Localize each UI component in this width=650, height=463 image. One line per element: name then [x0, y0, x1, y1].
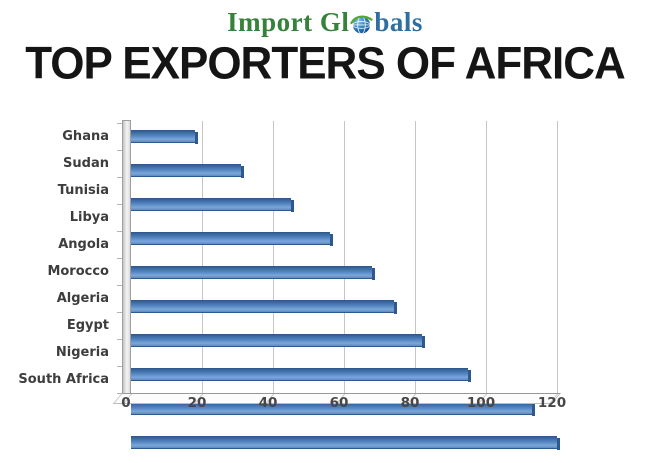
x-tick-label: 100: [466, 394, 496, 411]
globe-icon: [350, 11, 374, 41]
category-label: Algeria: [56, 290, 109, 306]
logo-text-blue: bals: [374, 7, 423, 37]
bar-row: [131, 231, 557, 259]
category-tick: [117, 284, 122, 286]
x-axis: 0 20 40 60 80 100 120: [121, 394, 571, 415]
category-tick: [117, 311, 122, 313]
category-tick: [117, 392, 122, 394]
category-label: Nigeria: [55, 344, 109, 360]
x-tick-label: 120: [537, 394, 567, 411]
x-tick-label: 60: [329, 394, 349, 411]
bar-tunisia: [131, 197, 294, 212]
bar-row: [131, 197, 557, 225]
gridline: [344, 120, 345, 393]
category-label: Angola: [58, 236, 109, 252]
category-axis: Ghana Sudan Tunisia Libya Angola Morocco Alger…: [0, 123, 119, 393]
bar-chart: Ghana Sudan Tunisia Libya Angola Morocco Alger…: [0, 106, 650, 450]
category-tick: [117, 176, 122, 178]
x-tick-label: 40: [258, 394, 278, 411]
category-label: Sudan: [63, 155, 109, 171]
x-tick-label: 80: [400, 394, 420, 411]
category-tick: [117, 122, 122, 124]
x-tick-label: 0: [121, 394, 131, 411]
gridline: [557, 120, 558, 393]
page: Import Gl bals TOP EXPORTERS OF AFRICA G…: [0, 0, 650, 450]
bar-sudan: [131, 163, 245, 178]
category-tick: [117, 230, 122, 232]
bar-row: [131, 265, 557, 293]
bar-row: [131, 333, 557, 361]
category-tick: [117, 149, 122, 151]
bar-row: [131, 435, 560, 463]
category-label: Libya: [69, 209, 109, 225]
gridline: [273, 120, 274, 393]
page-title: TOP EXPORTERS OF AFRICA: [25, 37, 626, 89]
bar-row: [131, 163, 557, 191]
category-label: Egypt: [66, 317, 109, 333]
category-tick: [117, 257, 122, 259]
logo-text-green: Import Gl: [227, 7, 350, 37]
bar-nigeria: [131, 401, 536, 416]
category-tick: [117, 203, 122, 205]
bar-morocco: [131, 299, 397, 314]
category-tick: [117, 338, 122, 340]
gridline: [486, 120, 487, 393]
plot-area: [112, 119, 562, 450]
category-label: Tunisia: [57, 182, 109, 198]
bar-ghana: [131, 129, 198, 144]
bar-south-africa: [131, 435, 560, 450]
axis-wall: [122, 119, 131, 395]
bars: [131, 129, 560, 463]
x-tick-label: 20: [187, 394, 207, 411]
category-tick: [117, 365, 122, 367]
bar-row: [131, 401, 557, 429]
gridline: [415, 120, 416, 393]
bar-row: [131, 299, 557, 327]
category-label: Morocco: [47, 263, 109, 279]
bar-egypt: [131, 367, 472, 382]
bar-algeria: [131, 333, 426, 348]
bar-angola: [131, 265, 376, 280]
bar-libya: [131, 231, 333, 246]
gridline: [202, 120, 203, 393]
category-label: South Africa: [18, 371, 109, 387]
category-label: Ghana: [62, 128, 109, 144]
bar-row: [131, 129, 557, 157]
bar-row: [131, 367, 557, 395]
logo: Import Gl bals: [0, 0, 650, 39]
